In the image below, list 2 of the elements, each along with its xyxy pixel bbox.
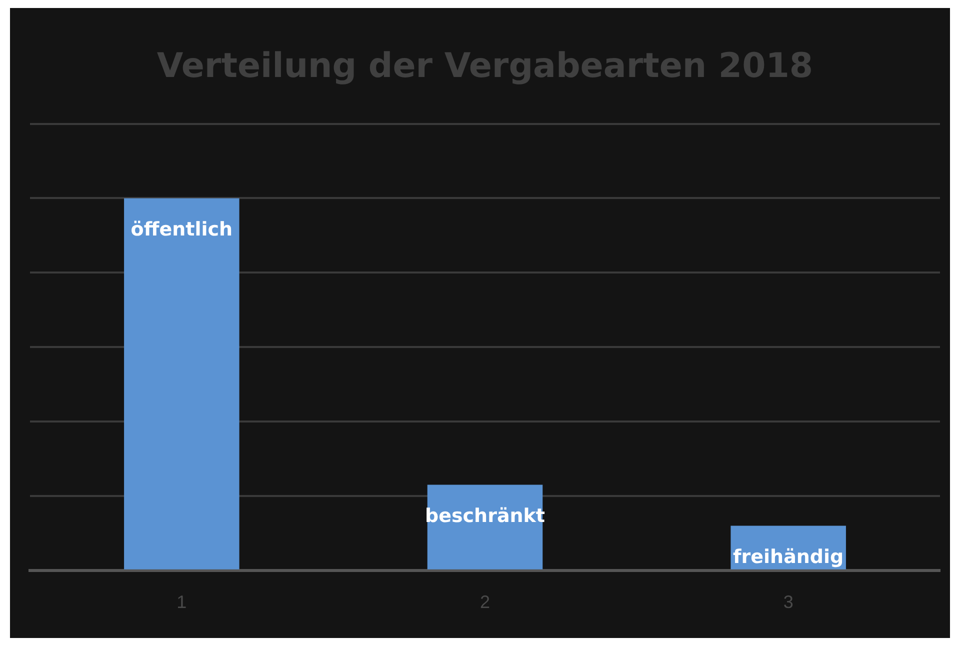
annotation: öffentlich <box>130 218 233 241</box>
annotation: freihändig <box>733 546 844 568</box>
